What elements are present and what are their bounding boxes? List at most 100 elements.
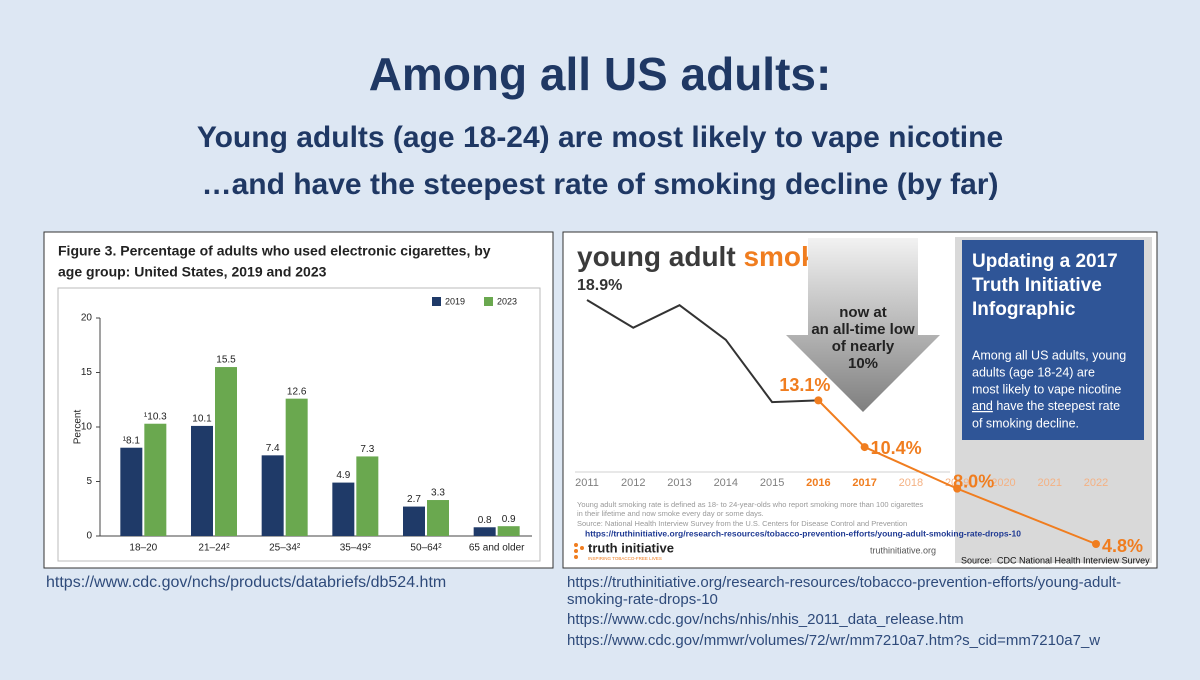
link: https://www.cdc.gov/nchs/products/databr…	[46, 574, 446, 591]
legend-swatch	[432, 297, 441, 306]
value-label: 10.4%	[871, 438, 922, 458]
sidebar-text: and have the steepest rate	[972, 399, 1120, 413]
value-label: 4.9	[336, 470, 350, 481]
y-tick-label: 0	[86, 531, 92, 542]
annotation: of nearly	[832, 338, 895, 355]
x-tick-label: 35–49²	[340, 543, 372, 554]
value-label: 13.1%	[779, 375, 830, 395]
logo-text: truth initiative	[588, 540, 674, 555]
sidebar-text: most likely to vape nicotine	[972, 382, 1121, 396]
value-label: ¹10.3	[144, 411, 167, 422]
bar	[285, 398, 308, 536]
note: Source: National Health Interview Survey…	[577, 519, 907, 528]
y-tick-label: 10	[81, 422, 93, 433]
value-label: 10.1	[192, 414, 212, 425]
logo-dot	[574, 543, 578, 547]
bar	[215, 367, 237, 536]
sidebar-text: Among all US adults, young	[972, 348, 1126, 362]
link: https://www.cdc.gov/nchs/nhis/nhis_2011_…	[567, 611, 964, 628]
sidebar-text-underlined: and	[972, 399, 993, 413]
y-tick-label: 15	[81, 367, 93, 378]
bar	[261, 455, 284, 536]
slide-subtitle: Young adults (age 18-24) are most likely…	[197, 121, 1003, 154]
bar	[144, 423, 167, 536]
slide-title: Among all US adults:	[369, 48, 832, 100]
value-label: 0.8	[478, 515, 492, 526]
point	[860, 443, 869, 452]
x-tick-label: 2014	[714, 477, 738, 489]
logo-dot	[580, 546, 584, 550]
x-tick-label: 18–20	[129, 543, 157, 554]
logo-dot	[574, 549, 578, 553]
logo-tagline: INSPIRING TOBACCO-FREE LIVES	[588, 556, 662, 561]
value-label: ¹8.1	[123, 435, 141, 446]
slide-subtitle: …and have the steepest rate of smoking d…	[202, 168, 999, 201]
x-tick-label: 2013	[667, 477, 691, 489]
x-tick-label: 2022	[1084, 477, 1108, 489]
y-tick-label: 20	[81, 313, 93, 324]
annotation: an all-time low	[811, 321, 915, 338]
x-tick-label: 2015	[760, 477, 784, 489]
value-label: 0.9	[502, 514, 516, 525]
sidebar-text: have the steepest rate	[993, 399, 1120, 413]
bar	[497, 526, 520, 536]
bar	[403, 506, 425, 536]
point	[953, 484, 962, 493]
bar	[473, 527, 496, 536]
sidebar-title: Infographic	[972, 299, 1076, 320]
legend-label: 2019	[445, 296, 465, 306]
link: https://truthinitiative.org/research-res…	[567, 574, 1121, 591]
value-label: 12.6	[287, 386, 307, 397]
logo-dot	[574, 555, 578, 559]
sidebar-text: of smoking decline.	[972, 416, 1079, 430]
x-tick-label: 2018	[899, 477, 923, 489]
y-axis-label: Percent	[73, 410, 84, 445]
sidebar-text: adults (age 18-24) are	[972, 365, 1095, 379]
title-part: young adult	[577, 241, 736, 272]
link: smoking-rate-drops-10	[567, 591, 718, 608]
bar	[120, 447, 143, 536]
note: Young adult smoking rate is defined as 1…	[577, 500, 923, 509]
source: Source: CDC National Health Interview Su…	[961, 555, 1150, 565]
note: in their lifetime and now smoke every da…	[577, 509, 764, 518]
x-tick-label: 50–64²	[410, 543, 442, 554]
bar	[356, 456, 379, 536]
x-tick-label: 2020	[991, 477, 1015, 489]
value-label: 4.8%	[1102, 536, 1143, 556]
sidebar-title: Updating a 2017	[972, 251, 1118, 272]
x-tick-label: 2021	[1037, 477, 1061, 489]
x-tick-label: 65 and older	[469, 543, 525, 554]
value-label: 15.5	[216, 355, 236, 366]
x-tick-label: 2016	[806, 477, 830, 489]
value-label: 7.4	[266, 443, 280, 454]
x-tick-label: 21–24²	[198, 543, 230, 554]
x-tick-label: 2012	[621, 477, 645, 489]
bar	[332, 482, 355, 536]
value-label: 2.7	[407, 494, 421, 505]
arrow	[786, 238, 940, 412]
value-label: 3.3	[431, 488, 445, 499]
website: truthinitiative.org	[870, 545, 936, 555]
point	[814, 396, 823, 405]
point	[1092, 540, 1100, 548]
value-label: 7.3	[360, 444, 374, 455]
sidebar-title: Truth Initiative	[972, 275, 1102, 296]
chart-title: Figure 3. Percentage of adults who used …	[58, 243, 491, 259]
sidebar-box	[962, 240, 1144, 440]
value-label: 18.9%	[577, 277, 622, 294]
chart-title: age group: United States, 2019 and 2023	[58, 264, 327, 280]
legend-swatch	[484, 297, 493, 306]
y-tick-label: 5	[86, 476, 92, 487]
annotation: now at	[839, 304, 887, 321]
bar	[427, 500, 449, 536]
x-tick-label: 2011	[575, 477, 599, 489]
line	[586, 299, 819, 404]
line	[817, 399, 1097, 545]
annotation: 10%	[848, 355, 878, 372]
link: https://truthinitiative.org/research-res…	[585, 528, 1021, 538]
x-tick-label: 2017	[852, 477, 876, 489]
legend-label: 2023	[497, 296, 517, 306]
x-tick-label: 25–34²	[269, 543, 301, 554]
